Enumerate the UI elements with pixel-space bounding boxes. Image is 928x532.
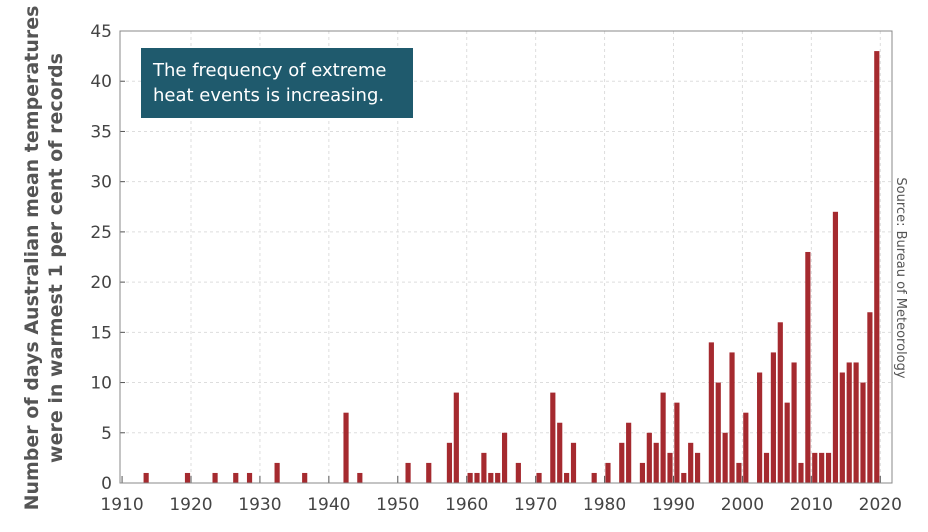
axes	[119, 30, 893, 484]
x-tick-label: 1980	[583, 495, 626, 515]
bar-1999	[736, 462, 742, 483]
x-tick-label: 1910	[100, 495, 143, 515]
y-tick-label: 35	[90, 122, 112, 142]
bar-1919	[184, 472, 191, 483]
bar-2000	[743, 412, 749, 483]
bar-1936	[302, 472, 308, 483]
bar-1991	[681, 472, 687, 483]
y-tick-label: 45	[90, 22, 112, 42]
bar-2012	[825, 452, 832, 483]
bar-1932	[274, 462, 280, 483]
x-tick-label: 1950	[376, 495, 419, 515]
y-tick-label: 40	[90, 72, 112, 92]
bar-1962	[481, 452, 487, 483]
bar-2018	[867, 312, 873, 483]
x-tick-label: 2000	[721, 495, 764, 515]
bar-1970	[536, 472, 542, 483]
bar-1954	[426, 462, 432, 483]
bar-1964	[495, 472, 501, 483]
bar-2014	[839, 372, 845, 483]
x-tick-label: 2020	[859, 495, 902, 515]
y-tick-label: 15	[90, 323, 112, 343]
bar-2007	[791, 362, 797, 483]
x-tick-label: 2010	[790, 495, 833, 515]
bar-1957	[446, 442, 453, 483]
bar-1996	[715, 382, 721, 483]
y-tick-label: 25	[90, 223, 112, 243]
y-tick-label: 20	[90, 273, 112, 293]
bar-1973	[557, 422, 563, 483]
bar-1987	[653, 442, 659, 483]
bar-1995	[708, 342, 714, 483]
bar-1928	[246, 472, 253, 483]
bar-1998	[729, 352, 735, 483]
bar-1993	[694, 452, 701, 483]
bar-1965	[501, 432, 508, 483]
bar-1978	[591, 472, 597, 483]
bar-2011	[819, 452, 825, 483]
x-tick-label: 1940	[307, 495, 350, 515]
bar-2010	[812, 452, 818, 483]
bar-2004	[770, 352, 776, 483]
bar-2013	[832, 211, 839, 484]
y-tick-labels: 0 5 10 15 20 25 30 35 40 45	[90, 22, 112, 494]
bar-2008	[798, 462, 804, 483]
bar-2017	[860, 382, 866, 483]
y-tick-label: 30	[90, 173, 112, 193]
bar-1944	[357, 472, 363, 483]
bar-1961	[474, 472, 480, 483]
bar-1974	[564, 472, 570, 483]
bar-1972	[550, 392, 556, 483]
bar-1985	[639, 462, 646, 483]
bar-1986	[646, 432, 652, 483]
bar-2002	[757, 372, 763, 483]
bar-1992	[688, 442, 694, 483]
bar-2019	[874, 51, 880, 483]
bar-1942	[343, 412, 349, 483]
bar-1913	[143, 472, 149, 483]
bar-2003	[763, 452, 770, 483]
x-tick-label: 1970	[514, 495, 557, 515]
bar-1975	[570, 442, 577, 483]
bar-2005	[777, 322, 783, 483]
bar-1988	[660, 392, 666, 483]
bar-1980	[605, 462, 611, 483]
x-tick-label: 1930	[238, 495, 281, 515]
x-tick-label: 1990	[652, 495, 695, 515]
bar-1923	[212, 472, 218, 483]
bar-1951	[405, 462, 411, 483]
bar-2009	[805, 251, 811, 483]
y-tick-label: 0	[101, 474, 112, 494]
y-tick-label: 10	[90, 374, 112, 394]
bar-2006	[784, 402, 790, 483]
source-note: Source: Bureau of Meteorology	[893, 177, 908, 378]
bar-2016	[853, 362, 859, 483]
bar-1990	[674, 402, 680, 483]
plot-frame	[119, 30, 893, 484]
bar-1982	[619, 442, 625, 483]
annotation-box: The frequency of extreme heat events is …	[141, 48, 413, 118]
y-tick-label: 5	[101, 424, 112, 444]
bar-1983	[626, 422, 632, 483]
y-axis-label-line1: Number of days Australian mean temperatu…	[21, 6, 43, 511]
x-tick-label: 1960	[445, 495, 488, 515]
bar-1958	[453, 392, 459, 483]
bar-2015	[846, 362, 852, 483]
bar-1997	[722, 432, 728, 483]
bar-1989	[667, 452, 673, 483]
bar-1967	[515, 462, 521, 483]
y-axis-label-line2: were in warmest 1 per cent of records	[45, 53, 67, 463]
x-tick-label: 1920	[169, 495, 212, 515]
x-tick-labels: 1910 1920 1930 1940 1950 1960 1970 1980 1990 2000…	[100, 495, 901, 515]
bars	[143, 51, 880, 484]
bar-1926	[233, 472, 239, 483]
bar-1960	[467, 472, 473, 483]
bar-1963	[488, 472, 494, 483]
